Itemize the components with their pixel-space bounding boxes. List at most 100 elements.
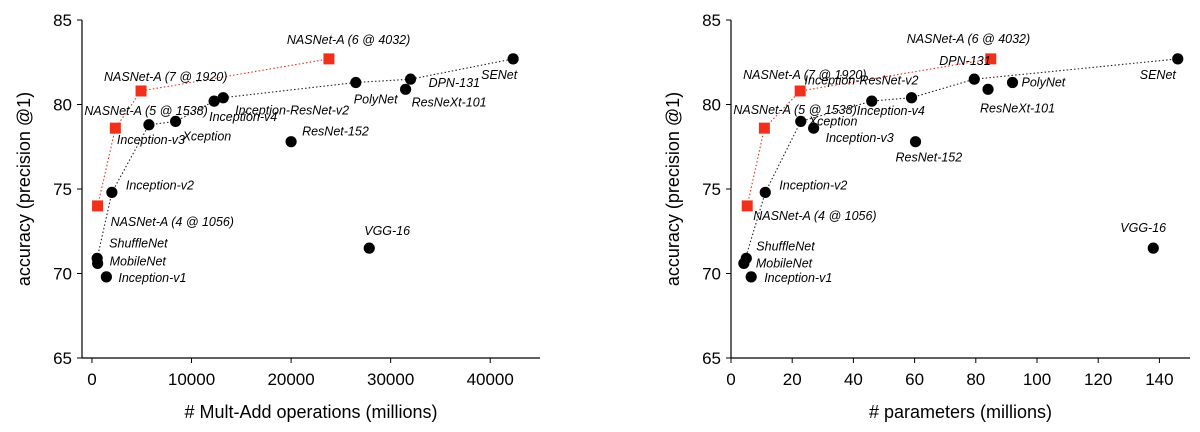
point-dpn-131: [404, 73, 417, 85]
label-xception: Xception: [808, 114, 858, 128]
point-nasnet-a-6-4032: [323, 53, 335, 65]
x-tick-label: 60: [905, 370, 924, 389]
point-dpn-131: [968, 73, 980, 85]
label-mobilenet: MobileNet: [110, 254, 167, 268]
point-senet: [1172, 53, 1184, 65]
y-axis-title: accuracy (precision @1): [14, 92, 34, 286]
label-resnext-101: ResNeXt-101: [980, 101, 1055, 115]
point-mobilenet: [92, 257, 104, 269]
label-dpn-131: DPN-131: [429, 76, 480, 90]
point-nasnet-a-5-1538: [758, 122, 770, 134]
label-nasnet-a-7-1920: NASNet-A (7 @ 1920): [743, 68, 866, 82]
point-resnext-101: [399, 83, 412, 95]
point-inception-v4: [208, 95, 220, 107]
point-inception-v1: [745, 271, 757, 283]
y-tick-label: 70: [702, 265, 721, 284]
chart-mult-adds: 65 70 75 80 85 0 10000 20000 30000 40000 # Mult-Ad…: [14, 11, 540, 422]
point-vgg-16: [363, 242, 375, 254]
label-inception-v2: Inception-v2: [779, 178, 847, 192]
y-tick-label: 75: [702, 180, 721, 199]
point-inception-resnet-v2: [905, 92, 918, 104]
label-dpn-131: DPN-131: [939, 54, 990, 68]
label-inception-v2: Inception-v2: [126, 178, 194, 192]
point-nasnet-a-5-1538: [109, 122, 121, 134]
point-xception: [169, 115, 182, 127]
x-tick-label: 20000: [267, 370, 314, 389]
label-resnext-101: ResNeXt-101: [412, 95, 487, 109]
x-tick-label: 100: [1023, 370, 1051, 389]
label-xception: Xception: [182, 129, 232, 143]
label-vgg-16: VGG-16: [1120, 221, 1166, 235]
x-tick-label: 140: [1145, 370, 1173, 389]
y-tick-label: 65: [702, 349, 721, 368]
point-nasnet-a-4-1056: [92, 200, 104, 212]
point-vgg-16: [1147, 242, 1159, 254]
y-tick-label: 70: [53, 265, 72, 284]
label-nasnet-a-6-4032: NASNet-A (6 @ 4032): [907, 32, 1030, 46]
y-tick-label: 80: [53, 96, 72, 115]
y-tick-label: 80: [702, 96, 721, 115]
x-tick-label: 80: [966, 370, 985, 389]
label-inception-v3: Inception-v3: [826, 131, 894, 145]
x-tick-label: 40: [844, 370, 863, 389]
label-nasnet-a-6-4032: NASNet-A (6 @ 4032): [287, 33, 410, 47]
x-tick-label: 20: [783, 370, 802, 389]
chart-parameters: 65 70 75 80 85 0 20 40 60 80 100 120 140 # parameters…: [663, 11, 1190, 422]
point-inception-v1: [100, 271, 112, 283]
label-inception-v1: Inception-v1: [764, 271, 832, 285]
label-senet: SENet: [481, 68, 518, 82]
point-mobilenet: [738, 257, 750, 269]
point-resnet-152: [285, 136, 297, 148]
label-mobilenet: MobileNet: [756, 256, 813, 270]
point-resnext-101: [982, 83, 994, 95]
point-resnet-152: [909, 136, 922, 148]
label-vgg-16: VGG-16: [364, 224, 410, 238]
label-inception-v1: Inception-v1: [118, 271, 186, 285]
x-tick-label: 10000: [168, 370, 215, 389]
y-axis-title: accuracy (precision @1): [663, 92, 683, 286]
point-nasnet-a-7-1920: [794, 85, 806, 97]
point-inception-v4: [866, 95, 878, 107]
label-nasnet-a-4-1056: NASNet-A (4 @ 1056): [111, 215, 234, 229]
label-inception-resnet-v2: Inception-ResNet-v2: [805, 74, 919, 88]
y-tick-label: 65: [53, 349, 72, 368]
label-inception-v4: Inception-v4: [209, 110, 277, 124]
point-nasnet-a-4-1056: [741, 200, 753, 212]
label-polynet: PolyNet: [354, 93, 398, 107]
label-inception-v4: Inception-v4: [857, 104, 925, 118]
point-nasnet-a-6-4032: [985, 53, 997, 65]
point-polynet: [350, 76, 362, 89]
label-inception-resnet-v2: Inception-ResNet-v2: [235, 104, 349, 118]
label-inception-v3: Inception-v3: [117, 133, 185, 147]
label-nasnet-a-5-1538: NASNet-A (5 @ 1538): [84, 104, 207, 118]
x-tick-label: 40000: [467, 370, 514, 389]
y-tick-label: 85: [702, 11, 721, 30]
point-inception-v2: [759, 186, 771, 198]
point-xception: [795, 115, 807, 127]
label-senet: SENet: [1140, 68, 1177, 82]
point-inception-v2: [106, 186, 118, 198]
label-shufflenet: ShuffleNet: [109, 236, 168, 250]
y-tick-label: 75: [53, 180, 72, 199]
label-shufflenet: ShuffleNet: [756, 239, 815, 253]
x-tick-label: 120: [1084, 370, 1112, 389]
point-senet: [507, 53, 519, 65]
y-tick-label: 85: [53, 11, 72, 30]
label-nasnet-a-7-1920: NASNet-A (7 @ 1920): [104, 70, 227, 84]
x-axis-title: # Mult-Add operations (millions): [184, 402, 437, 422]
x-tick-label: 0: [87, 370, 96, 389]
point-inception-v3: [808, 122, 820, 134]
label-resnet-152: ResNet-152: [896, 151, 963, 165]
point-inception-resnet-v2: [217, 92, 229, 104]
label-nasnet-a-5-1538: NASNet-A (5 @ 1538): [733, 103, 856, 117]
label-resnet-152: ResNet-152: [302, 125, 369, 139]
point-nasnet-a-7-1920: [135, 85, 147, 97]
x-tick-label: 30000: [367, 370, 414, 389]
label-nasnet-a-4-1056: NASNet-A (4 @ 1056): [753, 209, 876, 223]
x-axis-title: # parameters (millions): [869, 402, 1052, 422]
point-polynet: [1006, 76, 1019, 89]
x-tick-label: 0: [726, 370, 735, 389]
point-inception-v3: [143, 119, 155, 131]
label-polynet: PolyNet: [1022, 76, 1066, 90]
